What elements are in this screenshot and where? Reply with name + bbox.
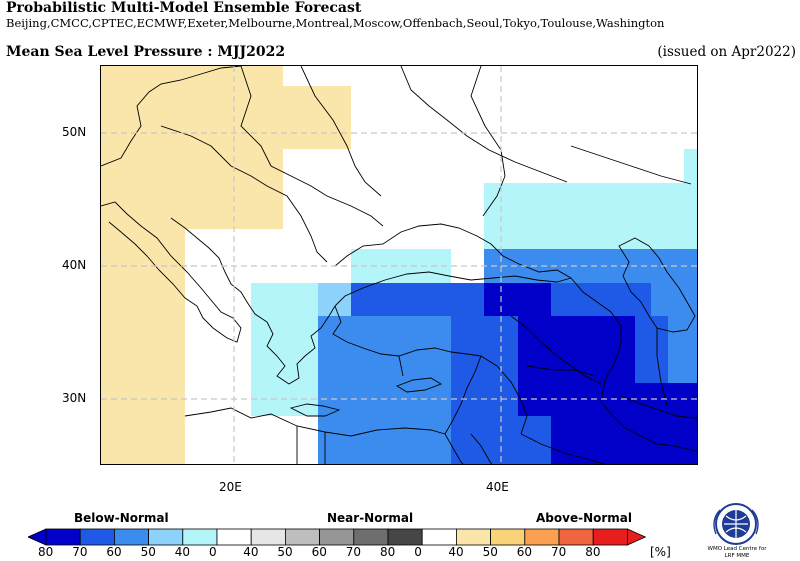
forecast-title: Probabilistic Multi-Model Ensemble Forec… [6, 0, 362, 16]
legend-below-normal: Below-Normal [74, 511, 169, 525]
variable-title: Mean Sea Level Pressure : MJJ2022 [6, 44, 286, 60]
legend-tick-label: 70 [72, 545, 88, 559]
legend-tick-label: 0 [209, 545, 217, 559]
colorbar-cell [421, 528, 457, 546]
legend-tick-label: 40 [243, 545, 259, 559]
colorbar-cell [387, 528, 423, 546]
colorbar-cell [79, 528, 115, 546]
colorbar-cell [455, 528, 491, 546]
graticule [101, 66, 697, 464]
logo-caption-2: LRF MME [724, 553, 750, 559]
lon-label-40e: 40E [486, 480, 509, 494]
legend-tick-label: 60 [311, 545, 327, 559]
legend-tick-label: 50 [277, 545, 293, 559]
legend-tick-label: 0 [414, 545, 422, 559]
colorbar-cell [319, 528, 355, 546]
legend-tick-label: 80 [38, 545, 54, 559]
colorbar-cell [490, 528, 526, 546]
legend-colorbar [28, 528, 647, 546]
legend-tick-label: 40 [174, 545, 191, 559]
colorbar-cell [284, 528, 320, 546]
legend-tick-label: 50 [482, 545, 498, 559]
model-list: Beijing,CMCC,CPTEC,ECMWF,Exeter,Melbourn… [6, 16, 665, 30]
colorbar-cell [353, 528, 389, 546]
legend-tick-row: 80 70 60 50 40 0 40 50 60 70 80 0 40 50 60 70 80 [0, 545, 800, 561]
colorbar-cell [45, 528, 81, 546]
legend-unit: [%] [650, 545, 671, 559]
colorbar-cell [250, 528, 286, 546]
colorbar-arrow-left [28, 528, 47, 546]
forecast-map [100, 65, 698, 465]
legend-tick-label: 60 [516, 545, 533, 559]
colorbar-cell [182, 528, 218, 546]
lon-label-20e: 20E [219, 480, 242, 494]
below-normal-shading [251, 149, 697, 464]
legend-tick-label: 80 [380, 545, 396, 559]
legend-tick-label: 50 [140, 545, 156, 559]
legend-tick-label: 60 [106, 545, 122, 559]
legend-tick-label: 40 [448, 545, 464, 559]
above-normal-shading [101, 66, 351, 464]
legend-tick-label: 80 [585, 545, 601, 559]
logo-caption-1: WMO Lead Centre for [707, 546, 767, 552]
lat-label-50n: 50N [62, 125, 87, 139]
colorbar-cell [592, 528, 628, 546]
legend-near-normal: Near-Normal [327, 511, 414, 525]
coastlines [101, 66, 697, 464]
colorbar-cell [558, 528, 594, 546]
lat-label-30n: 30N [62, 391, 87, 405]
legend-tick-label: 70 [551, 545, 567, 559]
issued-date: (issued on Apr2022) [657, 44, 796, 60]
colorbar-arrow-right [627, 528, 647, 546]
legend-above-normal: Above-Normal [536, 511, 632, 525]
lat-label-40n: 40N [62, 258, 87, 272]
colorbar-cell [524, 528, 560, 546]
map-canvas [101, 66, 697, 464]
colorbar-cell [148, 528, 184, 546]
colorbar-cell [216, 528, 252, 546]
wmo-logo [713, 503, 759, 545]
legend-tick-label: 70 [345, 545, 362, 559]
colorbar-cell [114, 528, 150, 546]
